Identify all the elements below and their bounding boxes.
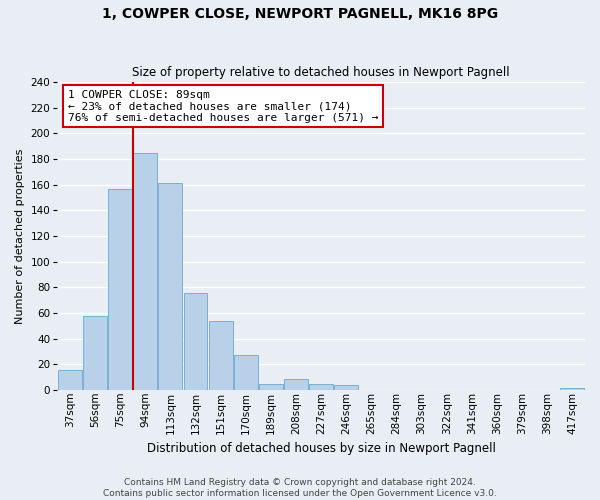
Bar [184, 292, 208, 390]
Bar [158, 184, 182, 390]
Bar [259, 384, 283, 390]
Bar [58, 370, 82, 390]
Bar [83, 316, 107, 390]
Text: 1 COWPER CLOSE: 89sqm
← 23% of detached houses are smaller (174)
76% of semi-det: 1 COWPER CLOSE: 89sqm ← 23% of detached … [68, 90, 379, 123]
Y-axis label: Number of detached properties: Number of detached properties [15, 148, 25, 324]
Bar [334, 385, 358, 390]
Bar [560, 388, 584, 390]
Bar [309, 384, 333, 390]
Bar [234, 356, 257, 390]
Title: Size of property relative to detached houses in Newport Pagnell: Size of property relative to detached ho… [133, 66, 510, 80]
Bar [133, 152, 157, 390]
Text: Contains HM Land Registry data © Crown copyright and database right 2024.
Contai: Contains HM Land Registry data © Crown c… [103, 478, 497, 498]
Bar [108, 188, 132, 390]
Text: 1, COWPER CLOSE, NEWPORT PAGNELL, MK16 8PG: 1, COWPER CLOSE, NEWPORT PAGNELL, MK16 8… [102, 8, 498, 22]
Bar [284, 378, 308, 390]
Bar [209, 321, 233, 390]
X-axis label: Distribution of detached houses by size in Newport Pagnell: Distribution of detached houses by size … [146, 442, 496, 455]
